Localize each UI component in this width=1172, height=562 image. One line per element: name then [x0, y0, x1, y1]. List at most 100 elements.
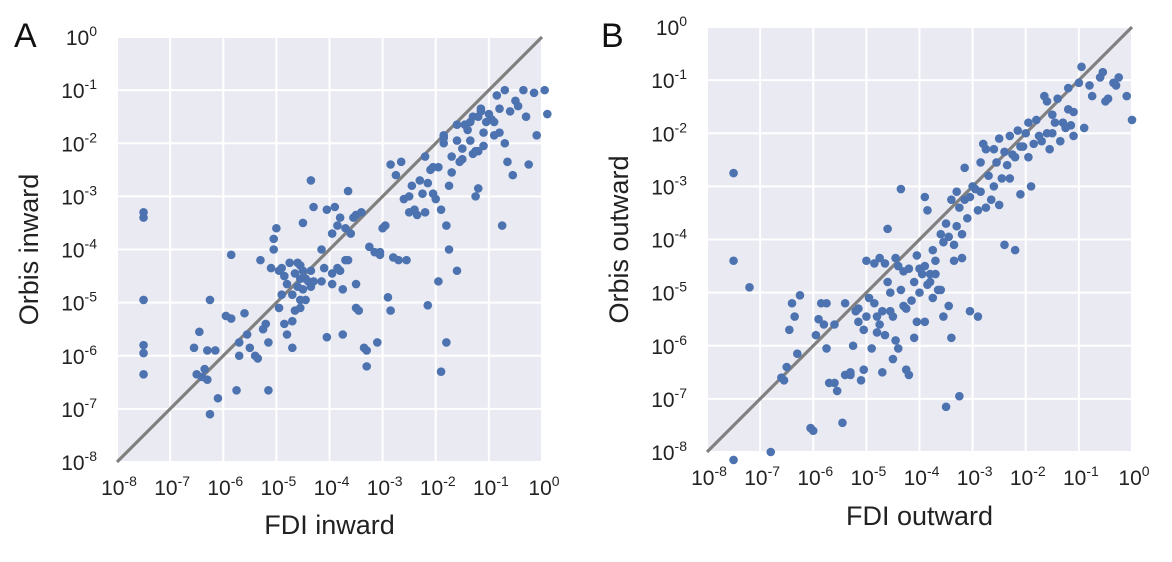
x-tick-label: 10-8 [101, 473, 137, 500]
data-point [936, 285, 946, 295]
data-point [1024, 152, 1033, 162]
data-point [1087, 91, 1097, 101]
data-point [423, 300, 433, 310]
data-point [346, 229, 356, 238]
data-point [471, 192, 480, 201]
data-point [888, 312, 898, 321]
data-point [891, 253, 900, 263]
x-tick-label: 10-5 [850, 463, 886, 490]
data-point [1127, 115, 1137, 125]
data-point [444, 181, 454, 191]
data-point [139, 340, 148, 350]
data-point [330, 202, 340, 212]
data-point [901, 304, 911, 313]
x-tick-label: 10-5 [260, 473, 296, 500]
data-point [234, 338, 244, 347]
data-point [1077, 62, 1086, 72]
data-point [203, 346, 212, 355]
data-point [402, 255, 411, 265]
panel-b: B 10-8 10-7 10-6 10-5 10-4 10-3 10-2 10-1 100 10… [601, 13, 1150, 531]
data-point [210, 346, 220, 355]
data-point [790, 312, 799, 321]
y-tick-label: 10-8 [651, 438, 687, 465]
data-point [928, 293, 938, 303]
data-point [335, 266, 345, 276]
data-point [941, 219, 951, 228]
data-point [394, 255, 403, 265]
data-point [1066, 120, 1076, 130]
data-point [288, 343, 297, 353]
data-point [256, 255, 265, 265]
data-point [301, 295, 310, 305]
x-tick-label: 10-8 [691, 463, 727, 490]
data-point [787, 298, 797, 308]
data-point [428, 189, 438, 199]
data-point [976, 158, 985, 167]
data-point [298, 218, 308, 228]
data-point [343, 255, 353, 265]
data-point [479, 128, 488, 137]
data-point [875, 320, 884, 329]
data-point [473, 184, 483, 193]
data-point [928, 245, 938, 255]
data-point [840, 298, 850, 308]
data-point [994, 134, 1004, 143]
data-point [1026, 182, 1036, 191]
data-point [404, 192, 414, 201]
data-point [203, 375, 212, 384]
data-point [232, 385, 241, 395]
data-point [139, 208, 148, 217]
data-point [442, 221, 451, 230]
data-point [280, 319, 289, 329]
data-point [335, 213, 345, 222]
data-point [941, 402, 951, 412]
data-point [920, 317, 930, 327]
data-point [955, 391, 964, 401]
data-point [277, 263, 286, 273]
data-point [822, 298, 831, 308]
data-point [952, 221, 961, 231]
data-point [1114, 73, 1124, 82]
data-point [500, 85, 510, 95]
data-point [543, 109, 552, 119]
data-point [1024, 118, 1033, 127]
data-point [986, 195, 996, 204]
data-point [981, 144, 991, 154]
y-tick-label: 10-3 [61, 182, 97, 209]
data-point [875, 253, 884, 263]
data-point [529, 88, 539, 98]
data-point [505, 107, 515, 116]
x-tick-label: 10-6 [797, 463, 833, 490]
data-point [1085, 81, 1094, 90]
x-tick-label: 10-3 [367, 473, 403, 500]
data-point [274, 303, 284, 313]
data-point [189, 343, 199, 353]
data-point [391, 170, 401, 180]
data-point [729, 168, 738, 178]
data-point [992, 158, 1001, 167]
data-point [848, 341, 858, 351]
data-point [1063, 83, 1073, 93]
data-point [436, 205, 446, 214]
data-point [854, 304, 863, 313]
data-point [264, 385, 273, 395]
data-point [766, 447, 776, 457]
data-point [867, 344, 876, 353]
data-point [1005, 174, 1015, 183]
data-point [808, 426, 818, 436]
x-tick-label: 100 [1118, 463, 1149, 490]
data-point [957, 229, 967, 239]
data-point [508, 170, 518, 180]
data-point [497, 221, 507, 230]
data-point [333, 221, 342, 230]
data-point [870, 259, 879, 268]
y-tick-label: 10-7 [651, 385, 687, 412]
data-point [936, 229, 946, 239]
data-point [288, 290, 297, 299]
data-point [532, 130, 541, 140]
y-tick-label: 10-1 [651, 66, 687, 93]
data-point [856, 375, 866, 385]
data-point [420, 208, 430, 217]
data-point [891, 336, 900, 345]
data-point [521, 112, 531, 121]
